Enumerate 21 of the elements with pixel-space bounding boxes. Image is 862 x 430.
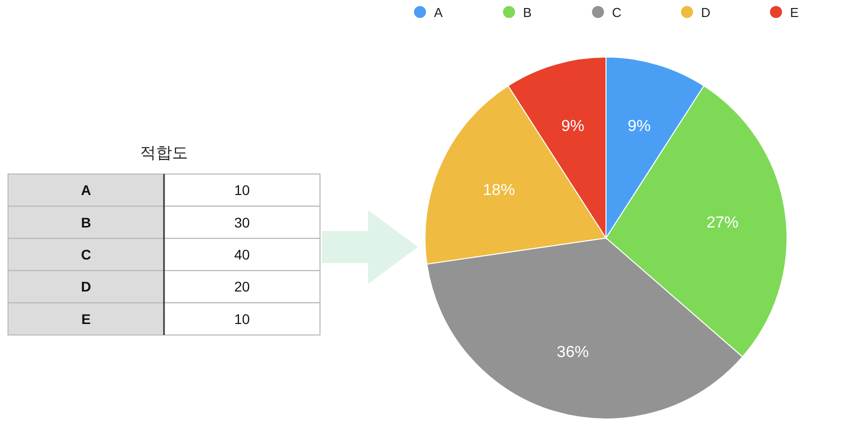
legend-label: B	[523, 5, 532, 20]
table-value: 10	[234, 182, 250, 198]
legend-label: A	[434, 5, 443, 20]
slice-label: 18%	[482, 182, 515, 200]
table-category: A	[80, 182, 92, 198]
table-category: E	[81, 310, 91, 327]
slice-label: 9%	[628, 118, 651, 136]
table-category: C	[80, 246, 92, 262]
slice-label: 36%	[556, 344, 589, 361]
table-category: B	[80, 214, 92, 230]
table-value: 30	[234, 214, 250, 230]
table-value: 10	[234, 310, 250, 327]
table-category: D	[80, 278, 92, 295]
slice-label: 27%	[706, 214, 738, 232]
title: 적합도	[140, 145, 188, 162]
slice-label: 9%	[561, 118, 584, 136]
table-value: 20	[234, 278, 250, 295]
legend-label: E	[790, 5, 799, 20]
table-value: 40	[234, 246, 250, 262]
legend-label: C	[612, 5, 622, 20]
legend-label: D	[701, 5, 710, 20]
